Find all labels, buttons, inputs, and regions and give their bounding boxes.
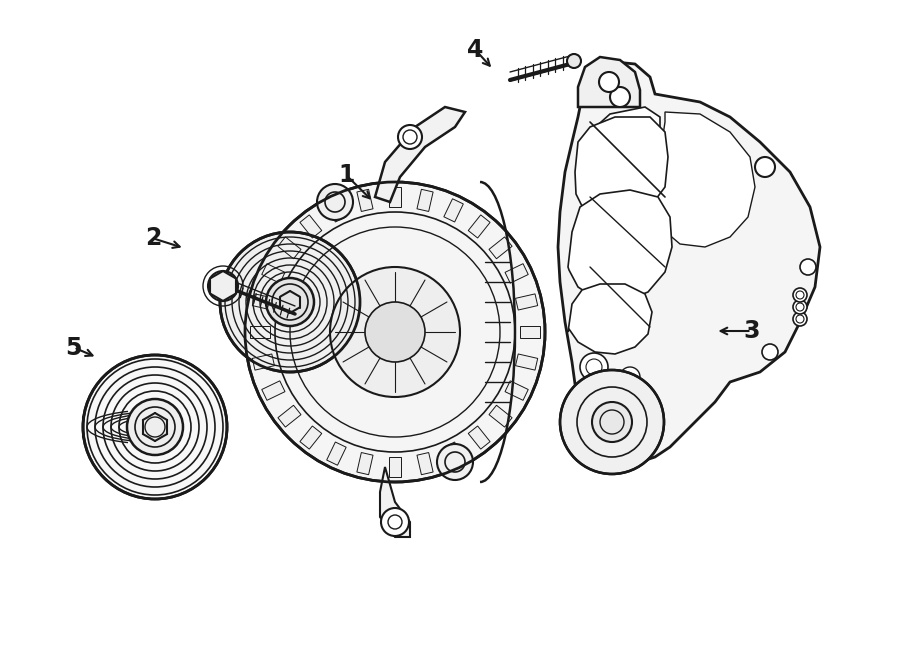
Polygon shape: [575, 117, 668, 220]
Circle shape: [317, 184, 353, 220]
Circle shape: [365, 302, 425, 362]
Polygon shape: [468, 215, 490, 238]
Text: 2: 2: [145, 226, 161, 250]
Polygon shape: [389, 457, 401, 477]
Polygon shape: [568, 284, 652, 354]
Circle shape: [793, 300, 807, 314]
Polygon shape: [568, 190, 672, 302]
Polygon shape: [262, 263, 285, 283]
Circle shape: [127, 399, 183, 455]
Polygon shape: [468, 426, 490, 449]
Polygon shape: [417, 189, 433, 211]
Circle shape: [437, 444, 473, 480]
Polygon shape: [655, 112, 755, 247]
Polygon shape: [327, 442, 346, 465]
Polygon shape: [444, 442, 464, 465]
Polygon shape: [389, 187, 401, 207]
Circle shape: [567, 54, 581, 68]
Text: 3: 3: [743, 319, 760, 343]
Circle shape: [398, 125, 422, 149]
Circle shape: [762, 344, 778, 360]
Polygon shape: [505, 263, 528, 283]
Polygon shape: [489, 405, 512, 427]
Polygon shape: [520, 326, 540, 338]
Circle shape: [793, 288, 807, 302]
Circle shape: [381, 508, 409, 536]
Polygon shape: [252, 294, 274, 310]
Polygon shape: [210, 271, 236, 301]
Polygon shape: [278, 405, 301, 427]
Polygon shape: [558, 62, 820, 462]
Circle shape: [266, 278, 314, 326]
Polygon shape: [300, 215, 322, 238]
Polygon shape: [516, 354, 537, 370]
Polygon shape: [357, 453, 373, 475]
Circle shape: [580, 353, 608, 381]
Polygon shape: [252, 354, 274, 370]
Circle shape: [620, 367, 640, 387]
Circle shape: [592, 402, 632, 442]
Polygon shape: [278, 237, 301, 259]
Circle shape: [245, 182, 545, 482]
Polygon shape: [578, 57, 640, 107]
Text: 5: 5: [66, 336, 82, 359]
Polygon shape: [357, 189, 373, 211]
Circle shape: [220, 232, 360, 372]
Circle shape: [793, 312, 807, 326]
Text: 4: 4: [467, 38, 483, 62]
Circle shape: [800, 259, 816, 275]
Polygon shape: [590, 107, 660, 152]
Circle shape: [83, 355, 227, 499]
Polygon shape: [375, 107, 465, 202]
Polygon shape: [516, 294, 537, 310]
Circle shape: [755, 157, 775, 177]
Polygon shape: [250, 326, 270, 338]
Polygon shape: [380, 467, 410, 537]
Text: 1: 1: [338, 164, 355, 187]
Circle shape: [599, 72, 619, 92]
Polygon shape: [417, 453, 433, 475]
Polygon shape: [300, 426, 322, 449]
Circle shape: [610, 87, 630, 107]
Polygon shape: [489, 237, 512, 259]
Polygon shape: [327, 199, 346, 222]
Circle shape: [330, 267, 460, 397]
Polygon shape: [505, 381, 528, 401]
Polygon shape: [444, 199, 464, 222]
Circle shape: [560, 370, 664, 474]
Polygon shape: [262, 381, 285, 401]
